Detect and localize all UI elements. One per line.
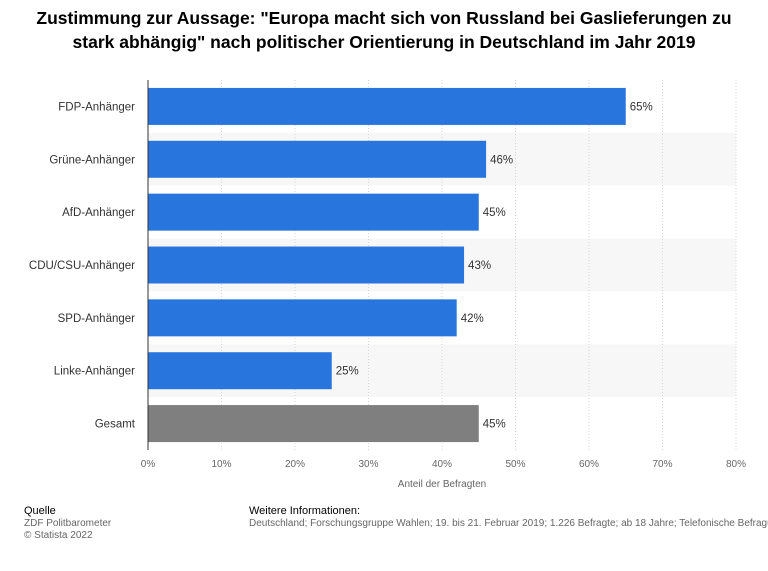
category-label: CDU/CSU-Anhänger xyxy=(29,260,135,272)
x-tick-label: 40% xyxy=(432,459,452,470)
x-tick-label: 30% xyxy=(358,459,378,470)
bar xyxy=(148,87,626,125)
x-axis-title: Anteil der Befragten xyxy=(398,479,486,490)
chart-title: Zustimmung zur Aussage: "Europa macht si… xyxy=(36,8,732,52)
data-label: 25% xyxy=(336,366,359,378)
info-text: Deutschland; Forschungsgruppe Wahlen; 19… xyxy=(249,518,768,529)
bar xyxy=(148,246,465,284)
category-label: Linke-Anhänger xyxy=(54,366,135,378)
source-name: ZDF Politbarometer xyxy=(24,518,112,529)
bar xyxy=(148,140,487,178)
source-block: Quelle ZDF Politbarometer © Statista 202… xyxy=(24,505,111,542)
category-label: AfD-Anhänger xyxy=(62,207,135,219)
bar xyxy=(148,405,479,443)
category-label: FDP-Anhänger xyxy=(58,101,135,113)
data-label: 42% xyxy=(461,313,484,325)
x-tick-label: 20% xyxy=(285,459,305,470)
bar-chart: 0% 10% 20% 30% 40% 50% 60% 70% 80% FDP-Anhänger 65… xyxy=(29,80,746,490)
bar xyxy=(148,193,479,231)
category-label: Grüne-Anhänger xyxy=(49,154,135,166)
data-label: 45% xyxy=(483,207,506,219)
bar xyxy=(148,299,457,337)
source-heading: Quelle xyxy=(24,505,56,517)
bar xyxy=(148,352,332,390)
x-tick-label: 0% xyxy=(141,459,156,470)
info-block: Weitere Informationen: Deutschland; Fors… xyxy=(249,505,768,530)
info-heading: Weitere Informationen: xyxy=(249,505,361,517)
data-label: 46% xyxy=(490,154,513,166)
x-tick-label: 80% xyxy=(726,459,746,470)
copyright: © Statista 2022 xyxy=(24,530,93,541)
data-label: 45% xyxy=(483,419,506,431)
data-label: 43% xyxy=(468,260,491,272)
x-tick-label: 10% xyxy=(211,459,231,470)
category-label: SPD-Anhänger xyxy=(58,313,136,325)
data-label: 65% xyxy=(630,101,653,113)
x-tick-label: 60% xyxy=(579,459,599,470)
category-label: Gesamt xyxy=(95,419,136,431)
x-tick-label: 50% xyxy=(505,459,525,470)
x-tick-label: 70% xyxy=(652,459,672,470)
